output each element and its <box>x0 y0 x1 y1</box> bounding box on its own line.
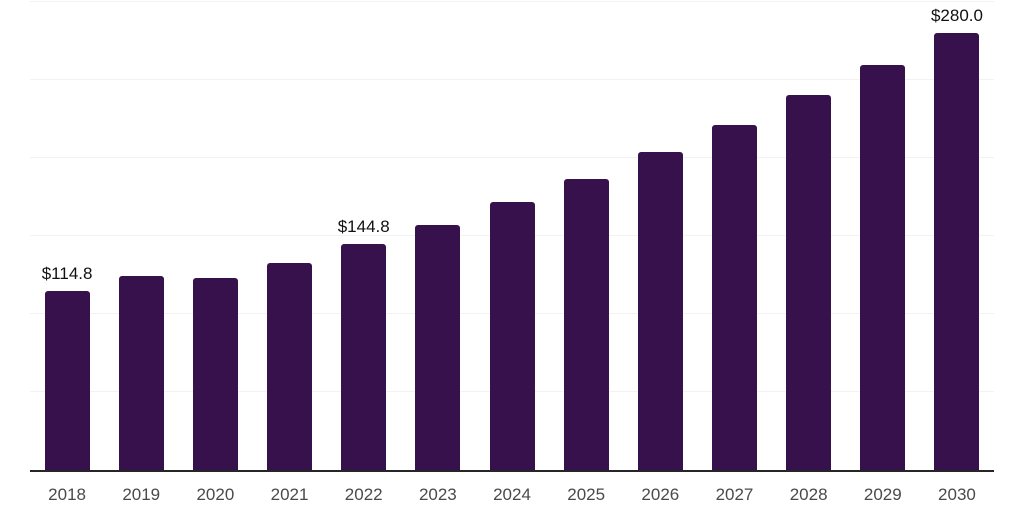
bar-slot-2024 <box>475 2 549 470</box>
gridline-250 <box>30 79 994 80</box>
x-tick-label-2024: 2024 <box>493 485 531 504</box>
x-tick-label-2023: 2023 <box>418 485 457 504</box>
bar-2021 <box>267 262 313 470</box>
x-tick-label-2027: 2027 <box>715 485 754 504</box>
bar-slot-2030: $280.0 <box>920 2 994 470</box>
x-tick-label-2026: 2026 <box>641 485 680 504</box>
bar-slot-2023 <box>401 2 475 470</box>
bar-slot-2021 <box>252 2 326 470</box>
bar-2020 <box>192 277 238 470</box>
x-tick-label-2028: 2028 <box>789 485 828 504</box>
x-tick-label-2025: 2025 <box>567 485 606 504</box>
bar-2027 <box>711 125 757 470</box>
x-tick-label-2029: 2029 <box>863 485 902 504</box>
bar-value-label-2030: $280.0 <box>930 6 983 26</box>
bar-series: $114.8 $144.8 $280.0 <box>30 2 994 470</box>
bar-slot-2029 <box>846 2 920 470</box>
bar-slot-2019 <box>104 2 178 470</box>
bar-slot-2028 <box>772 2 846 470</box>
x-tick-label-2018: 2018 <box>48 485 86 504</box>
bar-2022: $144.8 <box>338 217 390 470</box>
bar-slot-2018: $114.8 <box>30 2 104 470</box>
bar-slot-2025 <box>549 2 623 470</box>
bar-2028 <box>786 95 832 470</box>
x-tick-label-2019: 2019 <box>122 485 161 504</box>
plot-area: $114.8 $144.8 $280.0 <box>30 1 994 472</box>
bar-slot-2022: $144.8 <box>327 2 401 470</box>
bar-2030: $280.0 <box>931 6 983 470</box>
x-tick-label-2030: 2030 <box>938 485 976 504</box>
x-axis-tick-labels: 2018 2019 2020 2021 2022 2023 2024 2025 2026 2027… <box>30 472 994 512</box>
bar-slot-2026 <box>623 2 697 470</box>
x-tick-label-2020: 2020 <box>196 485 235 504</box>
bar-2018: $114.8 <box>42 264 92 470</box>
bar-slot-2027 <box>697 2 771 470</box>
x-tick-label-2022: 2022 <box>344 485 383 504</box>
bar-slot-2020 <box>178 2 252 470</box>
bar-2019 <box>118 276 164 470</box>
x-tick-label-2021: 2021 <box>270 485 309 504</box>
x-axis-line <box>30 470 994 472</box>
bar-2029 <box>860 65 906 470</box>
bar-value-label-2022: $144.8 <box>337 217 390 237</box>
bar-value-label-2018: $114.8 <box>41 263 93 283</box>
bar-2026 <box>637 152 683 470</box>
bar-2025 <box>563 179 609 470</box>
bar-2023 <box>415 224 461 470</box>
bar-2024 <box>489 202 535 470</box>
gridline-200 <box>30 157 994 159</box>
gridline-300 <box>30 1 994 2</box>
